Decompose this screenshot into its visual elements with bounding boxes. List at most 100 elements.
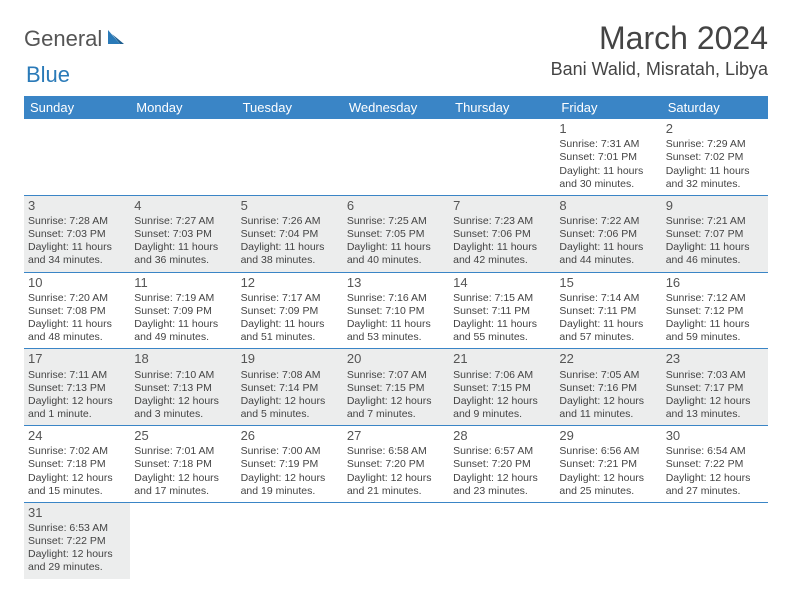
day-info-line: Sunset: 7:22 PM xyxy=(28,535,125,548)
day-info-line: Sunset: 7:16 PM xyxy=(559,382,656,395)
day-info-line: Sunrise: 7:20 AM xyxy=(28,292,125,305)
day-info-line: Sunset: 7:20 PM xyxy=(347,458,444,471)
day-number: 13 xyxy=(347,275,444,291)
day-info-line: Sunrise: 6:58 AM xyxy=(347,445,444,458)
week-row: 31Sunrise: 6:53 AMSunset: 7:22 PMDayligh… xyxy=(24,503,768,579)
day-info-line: Sunset: 7:13 PM xyxy=(28,382,125,395)
day-info-line: Sunrise: 7:11 AM xyxy=(28,369,125,382)
day-cell: 5Sunrise: 7:26 AMSunset: 7:04 PMDaylight… xyxy=(237,196,343,272)
day-info-line: and 1 minute. xyxy=(28,408,125,421)
day-cell: 2Sunrise: 7:29 AMSunset: 7:02 PMDaylight… xyxy=(662,119,768,195)
day-info-line: Daylight: 12 hours xyxy=(666,395,763,408)
day-info-line: Sunset: 7:13 PM xyxy=(134,382,231,395)
day-info-line: Sunrise: 7:08 AM xyxy=(241,369,338,382)
day-info-line: Sunset: 7:07 PM xyxy=(666,228,763,241)
day-info-line: Sunrise: 7:27 AM xyxy=(134,215,231,228)
day-info-line: and 40 minutes. xyxy=(347,254,444,267)
day-info-line: Sunrise: 7:29 AM xyxy=(666,138,763,151)
day-info-line: Sunset: 7:03 PM xyxy=(134,228,231,241)
day-cell xyxy=(24,119,130,195)
calendar: SundayMondayTuesdayWednesdayThursdayFrid… xyxy=(24,96,768,579)
location: Bani Walid, Misratah, Libya xyxy=(551,59,768,80)
day-info-line: Daylight: 11 hours xyxy=(28,241,125,254)
day-cell: 30Sunrise: 6:54 AMSunset: 7:22 PMDayligh… xyxy=(662,426,768,502)
day-info-line: Sunset: 7:14 PM xyxy=(241,382,338,395)
day-info-line: Daylight: 12 hours xyxy=(241,472,338,485)
day-info-line: Sunrise: 7:21 AM xyxy=(666,215,763,228)
day-cell: 4Sunrise: 7:27 AMSunset: 7:03 PMDaylight… xyxy=(130,196,236,272)
day-info-line: Sunset: 7:05 PM xyxy=(347,228,444,241)
day-cell: 26Sunrise: 7:00 AMSunset: 7:19 PMDayligh… xyxy=(237,426,343,502)
day-info-line: Sunrise: 7:12 AM xyxy=(666,292,763,305)
day-info-line: Sunset: 7:04 PM xyxy=(241,228,338,241)
dow-cell: Sunday xyxy=(24,96,130,119)
day-info-line: and 5 minutes. xyxy=(241,408,338,421)
day-info-line: Sunset: 7:06 PM xyxy=(453,228,550,241)
day-cell: 23Sunrise: 7:03 AMSunset: 7:17 PMDayligh… xyxy=(662,349,768,425)
day-info-line: and 21 minutes. xyxy=(347,485,444,498)
day-cell: 17Sunrise: 7:11 AMSunset: 7:13 PMDayligh… xyxy=(24,349,130,425)
day-info-line: Sunrise: 7:05 AM xyxy=(559,369,656,382)
day-info-line: Daylight: 12 hours xyxy=(28,548,125,561)
day-info-line: Daylight: 11 hours xyxy=(559,241,656,254)
day-cell: 13Sunrise: 7:16 AMSunset: 7:10 PMDayligh… xyxy=(343,273,449,349)
dow-cell: Saturday xyxy=(662,96,768,119)
day-number: 25 xyxy=(134,428,231,444)
day-info-line: Sunset: 7:09 PM xyxy=(241,305,338,318)
day-info-line: Sunset: 7:03 PM xyxy=(28,228,125,241)
day-info-line: Daylight: 11 hours xyxy=(666,241,763,254)
day-info-line: Sunrise: 7:16 AM xyxy=(347,292,444,305)
day-info-line: and 17 minutes. xyxy=(134,485,231,498)
day-info-line: and 7 minutes. xyxy=(347,408,444,421)
day-info-line: and 15 minutes. xyxy=(28,485,125,498)
day-info-line: Sunrise: 7:00 AM xyxy=(241,445,338,458)
day-info-line: Sunrise: 7:02 AM xyxy=(28,445,125,458)
day-info-line: Sunset: 7:18 PM xyxy=(28,458,125,471)
day-info-line: Sunrise: 7:28 AM xyxy=(28,215,125,228)
day-info-line: Daylight: 11 hours xyxy=(666,165,763,178)
day-info-line: and 25 minutes. xyxy=(559,485,656,498)
day-info-line: Sunrise: 7:14 AM xyxy=(559,292,656,305)
day-number: 24 xyxy=(28,428,125,444)
day-info-line: Sunrise: 6:54 AM xyxy=(666,445,763,458)
day-number: 14 xyxy=(453,275,550,291)
day-info-line: and 3 minutes. xyxy=(134,408,231,421)
week-row: 1Sunrise: 7:31 AMSunset: 7:01 PMDaylight… xyxy=(24,119,768,196)
day-cell xyxy=(449,119,555,195)
day-number: 31 xyxy=(28,505,125,521)
day-cell: 14Sunrise: 7:15 AMSunset: 7:11 PMDayligh… xyxy=(449,273,555,349)
day-number: 6 xyxy=(347,198,444,214)
day-number: 12 xyxy=(241,275,338,291)
day-number: 19 xyxy=(241,351,338,367)
day-info-line: Sunrise: 7:25 AM xyxy=(347,215,444,228)
day-info-line: Sunset: 7:15 PM xyxy=(347,382,444,395)
day-info-line: Sunset: 7:18 PM xyxy=(134,458,231,471)
day-number: 15 xyxy=(559,275,656,291)
day-info-line: Sunrise: 7:23 AM xyxy=(453,215,550,228)
day-cell xyxy=(449,503,555,579)
day-info-line: and 29 minutes. xyxy=(28,561,125,574)
dow-header-row: SundayMondayTuesdayWednesdayThursdayFrid… xyxy=(24,96,768,119)
day-info-line: Sunset: 7:08 PM xyxy=(28,305,125,318)
day-info-line: Sunrise: 6:56 AM xyxy=(559,445,656,458)
title-block: March 2024 Bani Walid, Misratah, Libya xyxy=(551,20,768,80)
day-number: 17 xyxy=(28,351,125,367)
day-cell: 11Sunrise: 7:19 AMSunset: 7:09 PMDayligh… xyxy=(130,273,236,349)
day-info-line: and 32 minutes. xyxy=(666,178,763,191)
day-info-line: Daylight: 12 hours xyxy=(453,395,550,408)
day-info-line: Sunrise: 7:15 AM xyxy=(453,292,550,305)
day-number: 1 xyxy=(559,121,656,137)
day-cell: 25Sunrise: 7:01 AMSunset: 7:18 PMDayligh… xyxy=(130,426,236,502)
day-info-line: Sunrise: 6:53 AM xyxy=(28,522,125,535)
day-cell xyxy=(343,503,449,579)
day-info-line: and 49 minutes. xyxy=(134,331,231,344)
day-cell: 7Sunrise: 7:23 AMSunset: 7:06 PMDaylight… xyxy=(449,196,555,272)
day-cell: 22Sunrise: 7:05 AMSunset: 7:16 PMDayligh… xyxy=(555,349,661,425)
weeks-container: 1Sunrise: 7:31 AMSunset: 7:01 PMDaylight… xyxy=(24,119,768,579)
day-info-line: Sunrise: 7:06 AM xyxy=(453,369,550,382)
day-info-line: Sunset: 7:19 PM xyxy=(241,458,338,471)
day-info-line: Daylight: 12 hours xyxy=(134,472,231,485)
day-info-line: Daylight: 11 hours xyxy=(559,318,656,331)
day-number: 16 xyxy=(666,275,763,291)
day-info-line: Sunrise: 7:26 AM xyxy=(241,215,338,228)
